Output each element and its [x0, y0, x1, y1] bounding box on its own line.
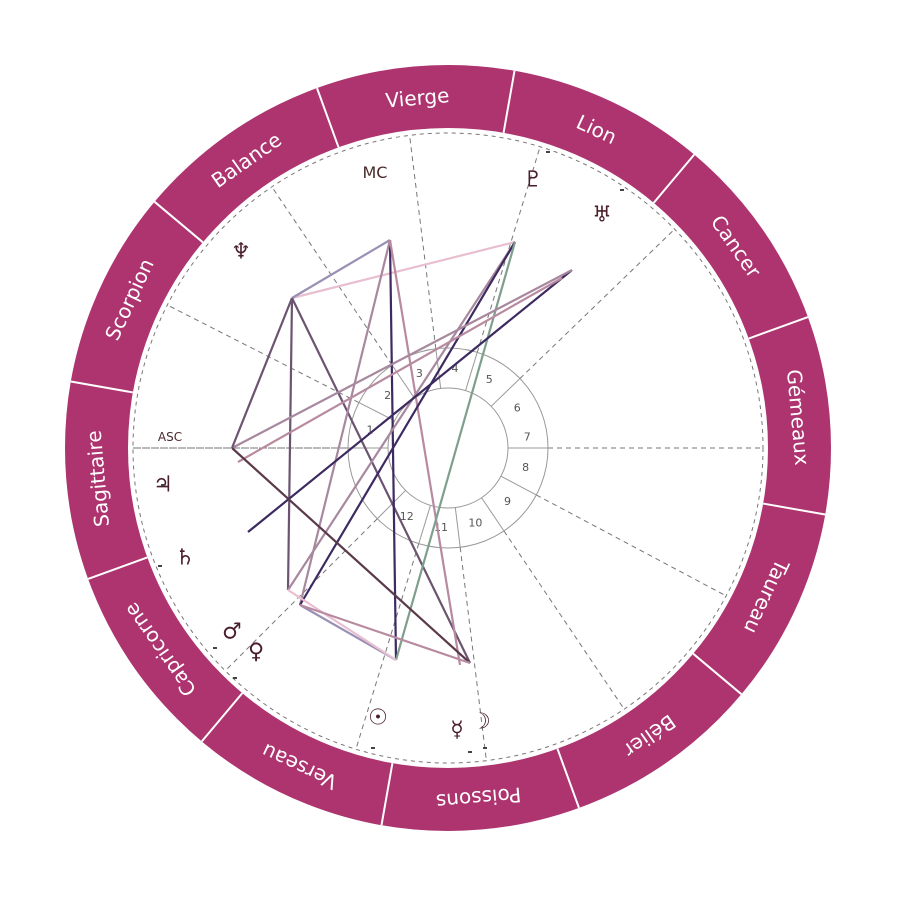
- sign-divider: [380, 762, 394, 826]
- uranus-icon: ♅: [592, 203, 612, 228]
- sign-label: Vierge: [384, 83, 450, 112]
- sign-divider: [692, 652, 743, 695]
- saturn-icon: ♄: [175, 546, 195, 571]
- house-divider: [481, 497, 505, 532]
- aspect-line: [299, 603, 471, 665]
- house-number: 7: [524, 430, 531, 443]
- house-divider: [500, 475, 537, 496]
- house-ring-inner: [387, 387, 509, 509]
- house-number: 10: [468, 517, 482, 530]
- venus-icon: ♀: [248, 640, 264, 665]
- aspect-line: [237, 277, 563, 463]
- sign-divider: [652, 153, 695, 204]
- asc-label: ASC: [158, 430, 182, 444]
- neptune-icon: ♆: [231, 240, 251, 265]
- moon-icon: ☽: [471, 710, 491, 735]
- house-number: 3: [416, 367, 423, 380]
- aspect-line: [287, 589, 397, 661]
- house-number: 5: [486, 373, 493, 386]
- house-divider: [490, 378, 521, 407]
- house-divider: [465, 352, 478, 391]
- aspect-line: [394, 241, 517, 661]
- pluto-icon: ♇: [523, 168, 543, 193]
- sign-divider: [87, 556, 148, 580]
- sign-divider: [316, 87, 340, 148]
- sign-divider: [748, 316, 809, 340]
- sign-divider: [201, 692, 244, 743]
- sign-divider: [153, 201, 204, 244]
- aspect-line: [291, 297, 471, 664]
- aspect-line: [230, 297, 294, 449]
- aspect-line: [231, 447, 471, 664]
- house-divider: [391, 364, 415, 399]
- planet-glyphs: ♇♅♆♃♄♂♀☉ ☿ ☽: [153, 151, 624, 753]
- house-number: 2: [384, 389, 391, 402]
- aspect-line: [298, 239, 392, 606]
- aspect-line: [291, 240, 516, 300]
- aspect-line: [286, 297, 294, 591]
- mc-label: MC: [363, 163, 388, 182]
- aspect-line: [247, 269, 573, 533]
- sun-icon: ☉: [368, 706, 388, 731]
- house-divider: [454, 507, 461, 548]
- aspect-line: [299, 241, 516, 606]
- house-number: 8: [522, 461, 529, 474]
- house-divider: [376, 490, 406, 520]
- aspect-line: [291, 239, 391, 299]
- house-number: 6: [514, 402, 521, 415]
- house-number: 4: [451, 362, 458, 375]
- zodiac-ring: ViergeLionCancerGémeauxTaureauBélierPois…: [65, 65, 831, 831]
- zodiac-band: [65, 65, 831, 831]
- aspect-lines: [230, 239, 573, 666]
- house-divider: [435, 348, 442, 389]
- mars-icon: ♂: [222, 620, 242, 645]
- house-divider: [418, 505, 431, 544]
- mercury-icon: ☿: [450, 718, 464, 743]
- sign-divider: [502, 70, 516, 134]
- sign-divider: [556, 748, 580, 809]
- house-number: 12: [400, 510, 414, 523]
- house-number: 9: [504, 495, 511, 508]
- aspect-line: [388, 239, 462, 666]
- sign-divider: [762, 502, 826, 516]
- house-number: 1: [367, 424, 374, 437]
- sign-divider: [70, 380, 134, 394]
- aspect-line: [231, 269, 573, 449]
